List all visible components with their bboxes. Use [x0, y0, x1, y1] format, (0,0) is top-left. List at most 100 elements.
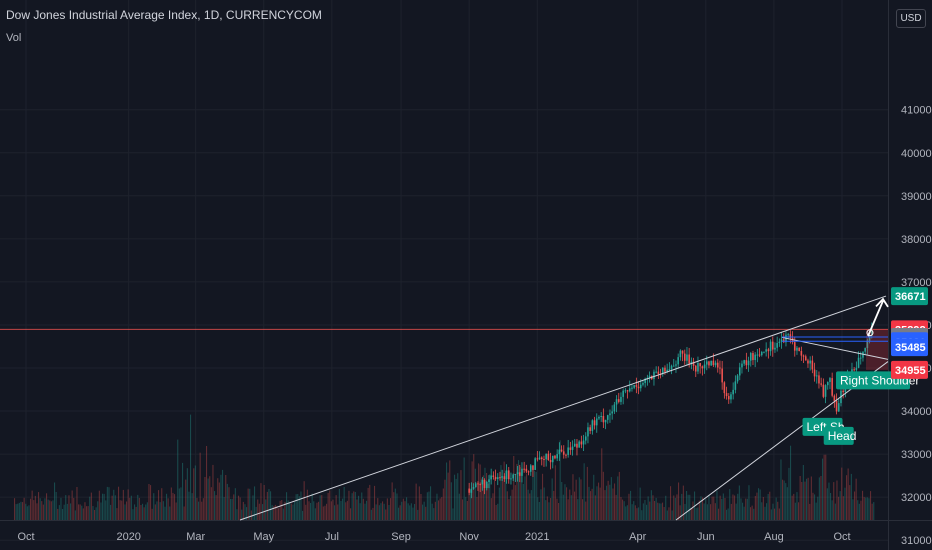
volume-bar	[46, 493, 48, 520]
volume-bar	[527, 489, 529, 520]
volume-bar	[81, 505, 83, 520]
candle-body	[859, 357, 862, 359]
candle-body	[741, 363, 743, 368]
volume-bar	[194, 465, 196, 520]
candle-body	[730, 394, 732, 400]
volume-bar	[502, 478, 504, 520]
volume-bar	[78, 504, 80, 520]
volume-bar	[649, 501, 651, 520]
volume-bar	[426, 492, 428, 520]
volume-bar	[231, 498, 233, 520]
volume-bar	[617, 476, 619, 520]
volume-bar	[790, 445, 792, 520]
candle-body	[868, 335, 871, 341]
candle-body	[580, 441, 583, 445]
volume-bar	[490, 498, 492, 520]
volume-bar	[718, 508, 720, 520]
volume-bar	[321, 495, 323, 520]
volume-bar	[852, 499, 854, 520]
volume-bar	[30, 498, 32, 520]
candle-body	[551, 455, 554, 463]
volume-bar	[508, 499, 510, 520]
candle-body	[710, 360, 712, 366]
volume-bar	[153, 493, 155, 520]
volume-bar	[31, 490, 33, 520]
volume-bar	[97, 501, 99, 520]
volume-bar	[729, 489, 731, 520]
volume-bar	[209, 476, 211, 520]
volume-bar	[791, 495, 793, 520]
volume-bar	[295, 494, 297, 520]
volume-bar	[521, 472, 523, 520]
volume-bar	[825, 454, 827, 520]
volume-bar	[714, 503, 716, 520]
volume-bar	[562, 494, 564, 520]
volume-bar	[114, 495, 116, 520]
volume-bar	[838, 496, 840, 520]
candle-body	[606, 415, 609, 420]
volume-bar	[76, 487, 78, 520]
volume-bar	[734, 495, 736, 520]
volume-bar	[137, 494, 139, 520]
volume-bar	[425, 506, 427, 520]
volume-bar	[540, 489, 542, 520]
volume-bar	[130, 495, 132, 520]
volume-bar	[700, 496, 702, 520]
volume-bar	[647, 496, 649, 520]
candle-body	[547, 453, 550, 460]
volume-bar	[489, 474, 491, 520]
candle-body	[664, 367, 666, 372]
volume-bar	[748, 485, 750, 520]
volume-bar	[826, 488, 828, 520]
x-tick-label: Nov	[459, 531, 479, 543]
volume-bar	[244, 504, 246, 520]
price-tag-label: 36671	[895, 291, 926, 303]
volume-bar	[390, 498, 392, 520]
volume-bar	[590, 491, 592, 520]
volume-bar	[420, 494, 422, 520]
volume-bar	[474, 468, 476, 520]
volume-bar	[319, 495, 321, 520]
candle-body	[578, 441, 580, 448]
volume-bar	[63, 504, 65, 520]
volume-bar	[306, 489, 308, 520]
candle-body	[756, 354, 759, 356]
volume-bar	[74, 510, 76, 520]
volume-bar	[855, 478, 857, 520]
volume-bar	[92, 506, 94, 520]
volume-bar	[106, 486, 108, 520]
x-tick-label: 2020	[116, 531, 140, 543]
volume-bar	[766, 503, 768, 520]
y-tick-label: 41000	[901, 105, 932, 117]
volume-bar	[684, 504, 686, 520]
volume-bar	[422, 504, 424, 520]
candle-body	[573, 443, 576, 447]
volume-bar	[26, 506, 28, 520]
candle-body	[864, 348, 866, 352]
volume-bar	[270, 491, 272, 520]
candle-body	[721, 368, 723, 383]
volume-bar	[822, 458, 824, 520]
volume-bar	[398, 507, 400, 520]
volume-bar	[695, 508, 697, 520]
volume-bar	[844, 487, 846, 520]
volume-bar	[311, 493, 313, 520]
y-tick-label: 40000	[901, 148, 932, 160]
candle-body	[593, 420, 596, 426]
volume-bar	[858, 503, 860, 520]
candle-body	[562, 451, 565, 455]
volume-bar	[378, 505, 380, 520]
volume-bar	[196, 497, 198, 520]
volume-bar	[609, 484, 611, 520]
candle-body	[719, 367, 721, 369]
volume-bar	[833, 482, 835, 520]
candle-body	[474, 483, 477, 488]
volume-bar	[36, 503, 38, 520]
volume-bar	[287, 500, 289, 520]
volume-bar	[809, 503, 811, 520]
volume-bar	[726, 509, 728, 520]
currency-button[interactable]: USD	[896, 9, 926, 28]
volume-bar	[87, 506, 89, 520]
candle-body	[813, 369, 816, 377]
